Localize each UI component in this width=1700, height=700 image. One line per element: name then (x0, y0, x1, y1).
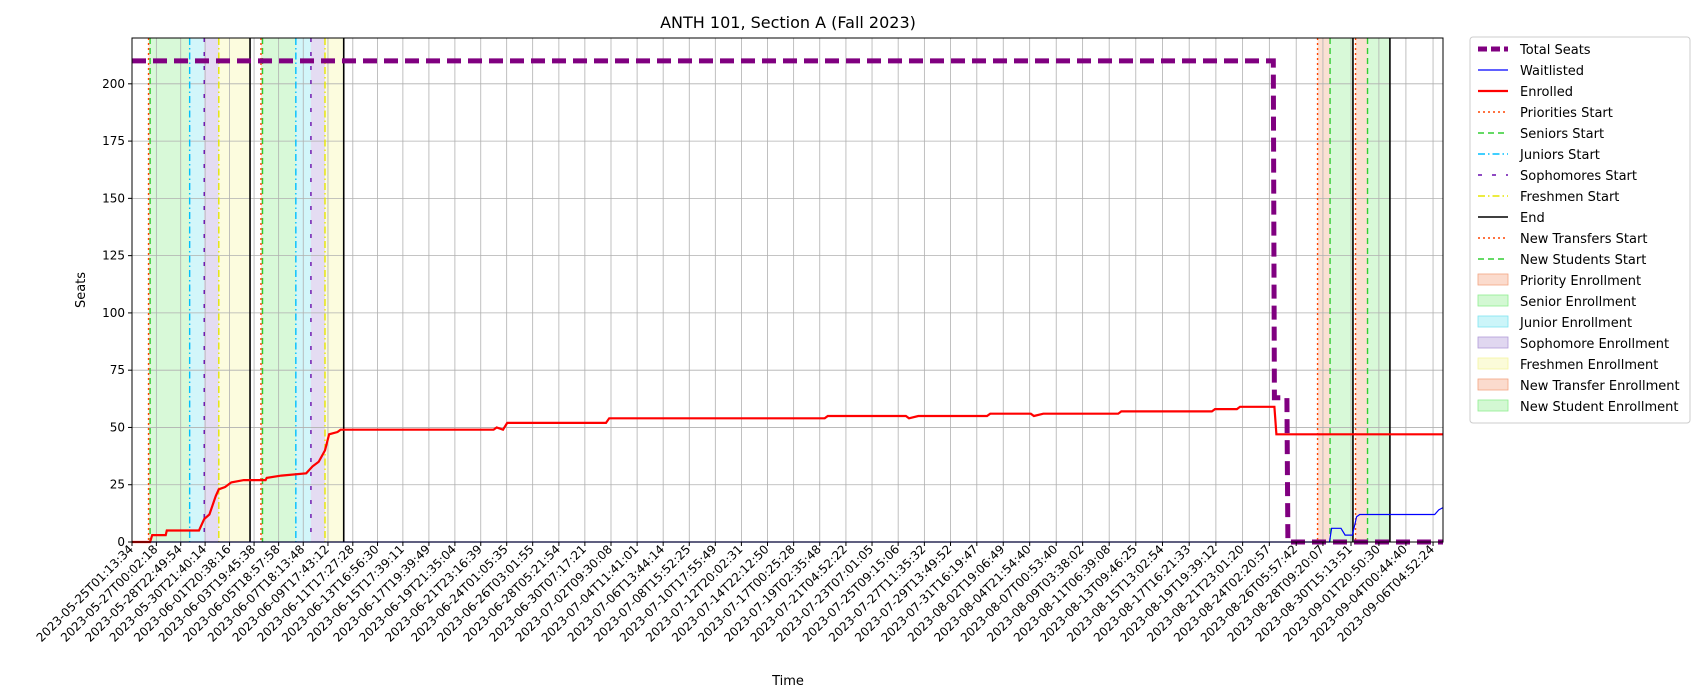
region-new-transfer-enrollment (1317, 38, 1331, 542)
legend-label: Senior Enrollment (1520, 295, 1636, 310)
legend-label: Sophomore Enrollment (1520, 337, 1669, 352)
axes (131, 37, 1444, 543)
x-tick-labels: 2023-05-25T01:13:342023-05-27T00:02:1820… (34, 542, 1437, 645)
y-tick-label: 50 (110, 420, 125, 434)
region-priority-enrollment (148, 38, 151, 542)
legend-box (1469, 36, 1691, 424)
legend-label: Total Seats (1519, 43, 1591, 58)
legend-label: Waitlisted (1520, 64, 1584, 79)
y-tick-label: 150 (102, 191, 125, 205)
y-tick-label: 125 (102, 249, 125, 263)
phase-lines (147, 38, 1391, 542)
legend-swatch (1477, 378, 1509, 391)
x-axis-label: Time (771, 674, 804, 689)
y-tick-label: 200 (102, 77, 125, 91)
region-junior-enrollment (189, 38, 205, 542)
region-freshmen-enrollment (218, 38, 251, 542)
legend-label: Priorities Start (1520, 106, 1613, 121)
plot-background (132, 38, 1443, 542)
legend-swatch (1477, 315, 1509, 328)
legend-label: Seniors Start (1520, 127, 1604, 142)
y-tick-label: 75 (110, 363, 125, 377)
legend-label: Juniors Start (1519, 148, 1600, 163)
series-enrolled (132, 405, 1443, 544)
legend-label: End (1520, 211, 1545, 226)
y-tick-label: 25 (110, 478, 125, 492)
grid-lines (131, 38, 1443, 543)
legend-swatch (1477, 273, 1509, 286)
legend-label: Freshmen Start (1520, 190, 1619, 205)
enrollment-regions (148, 38, 1390, 542)
legend-label: New Transfer Enrollment (1520, 379, 1680, 394)
region-sophomore-enrollment (204, 38, 219, 542)
region-senior-enrollment (262, 38, 296, 542)
legend-label: Enrolled (1520, 85, 1573, 100)
legend-label: Freshmen Enrollment (1520, 358, 1658, 373)
legend-label: Priority Enrollment (1520, 274, 1641, 289)
series-waitlisted (132, 507, 1444, 543)
legend-swatch (1477, 399, 1509, 412)
y-tick-label: 0 (117, 535, 125, 549)
region-priority-enrollment (260, 38, 263, 542)
legend-label: New Student Enrollment (1520, 400, 1678, 415)
y-tick-labels: 0 25 50 75 100 125 150 175 200 (102, 77, 132, 549)
y-axis-label: Seats (74, 272, 89, 308)
y-tick-label: 175 (102, 134, 125, 148)
legend-label: New Transfers Start (1520, 232, 1647, 247)
chart-title: ANTH 101, Section A (Fall 2023) (660, 13, 916, 32)
plot-area (132, 38, 1443, 542)
legend-swatch (1477, 336, 1509, 349)
plot-frame (131, 37, 1444, 543)
legend-swatch (1477, 294, 1509, 307)
region-new-transfer-enrollment (1355, 38, 1368, 542)
region-new-student-enrollment (1330, 38, 1353, 542)
legend-label: Sophomores Start (1520, 169, 1637, 184)
region-sophomore-enrollment (310, 38, 325, 542)
region-freshmen-enrollment (324, 38, 344, 542)
y-tick-label: 100 (102, 306, 125, 320)
legend-label: New Students Start (1520, 253, 1646, 268)
legend-label: Junior Enrollment (1519, 316, 1632, 331)
legend: Total Seats Waitlisted Enrolled Priorities … (1469, 36, 1691, 424)
legend-swatch (1477, 357, 1509, 370)
